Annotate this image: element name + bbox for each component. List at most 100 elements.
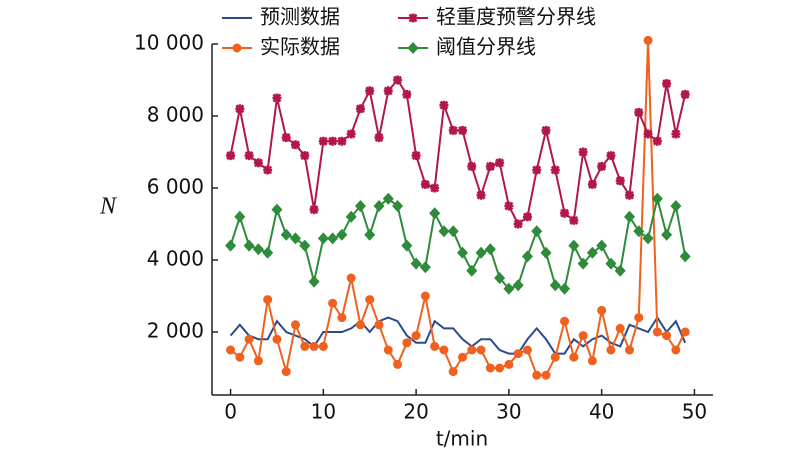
data-point	[430, 341, 440, 351]
x-tick-label: 10	[311, 400, 336, 424]
data-point	[291, 320, 300, 330]
data-point	[271, 203, 283, 216]
data-point	[560, 208, 570, 218]
data-point	[634, 313, 644, 323]
data-point	[485, 161, 495, 171]
data-point	[577, 257, 589, 270]
legend-marker	[407, 42, 419, 54]
data-point	[625, 345, 634, 355]
y-tick-label: 2 000	[147, 319, 204, 343]
data-point	[587, 179, 597, 189]
y-tick-label: 10 000	[134, 31, 204, 55]
x-tick-label: 40	[589, 400, 614, 424]
data-point	[634, 107, 644, 117]
y-tick-label: 4 000	[147, 247, 204, 271]
data-point	[345, 210, 357, 223]
data-point	[614, 264, 626, 277]
data-point	[420, 179, 430, 189]
data-point	[235, 104, 245, 114]
y-tick-label: 8 000	[147, 103, 204, 127]
data-point	[290, 232, 301, 245]
data-point	[522, 345, 532, 355]
data-point	[643, 129, 653, 139]
data-point	[318, 341, 328, 351]
y-axis-label: N	[99, 194, 118, 220]
data-point	[392, 200, 404, 212]
data-point	[625, 190, 634, 200]
data-point	[226, 151, 236, 161]
data-point	[549, 279, 561, 292]
data-point	[235, 352, 245, 362]
data-point	[680, 89, 690, 99]
data-point	[513, 219, 523, 229]
data-point	[402, 338, 412, 348]
data-point	[458, 352, 467, 362]
data-point	[299, 239, 311, 252]
data-point	[550, 165, 560, 175]
data-point	[383, 86, 393, 96]
data-point	[253, 158, 263, 168]
data-point	[337, 313, 347, 323]
x-axis-label: t/min	[436, 427, 488, 451]
data-point	[309, 205, 319, 215]
data-point	[364, 228, 376, 241]
data-point	[447, 225, 459, 238]
data-point	[532, 370, 542, 380]
data-point	[280, 228, 292, 241]
data-point	[651, 192, 663, 205]
legend-label: 轻重度预警分界线	[436, 5, 596, 29]
data-point	[467, 161, 477, 171]
data-point	[438, 225, 450, 238]
data-point	[671, 345, 681, 355]
data-point	[429, 207, 441, 220]
data-point	[458, 125, 467, 135]
data-point	[540, 246, 552, 259]
data-point	[586, 246, 598, 259]
data-point	[679, 250, 691, 263]
data-point	[308, 275, 320, 288]
data-point	[420, 291, 430, 301]
data-point	[633, 225, 645, 238]
data-point	[226, 345, 236, 355]
data-point	[244, 151, 254, 161]
data-point	[484, 243, 496, 256]
data-point	[680, 327, 690, 337]
legend-marker	[232, 43, 242, 53]
data-point	[569, 352, 579, 362]
data-point	[476, 190, 486, 200]
data-point	[597, 161, 607, 171]
data-point	[373, 200, 385, 212]
data-point	[531, 225, 543, 238]
data-point	[328, 136, 338, 146]
data-point	[448, 367, 458, 377]
data-point	[578, 147, 588, 157]
series-line	[229, 197, 687, 291]
data-point	[327, 232, 339, 245]
data-point	[597, 305, 607, 315]
data-point	[328, 298, 338, 308]
data-point	[336, 228, 348, 241]
data-point	[624, 210, 635, 223]
data-point	[522, 212, 532, 222]
data-point	[643, 35, 653, 45]
data-point	[262, 246, 274, 259]
data-point	[495, 158, 505, 168]
data-point	[670, 200, 682, 212]
data-point	[541, 125, 551, 135]
data-point	[374, 320, 384, 330]
data-point	[263, 165, 273, 175]
x-tick-label: 50	[682, 400, 707, 424]
data-point	[652, 136, 662, 146]
data-point	[309, 341, 319, 351]
data-point	[569, 215, 579, 225]
data-point	[281, 367, 291, 377]
data-point	[504, 359, 514, 369]
data-point	[355, 320, 365, 330]
data-point	[550, 352, 560, 362]
data-point	[317, 232, 329, 245]
data-point	[253, 356, 263, 366]
data-point	[411, 151, 421, 161]
data-point	[365, 295, 375, 305]
data-point	[234, 210, 246, 223]
